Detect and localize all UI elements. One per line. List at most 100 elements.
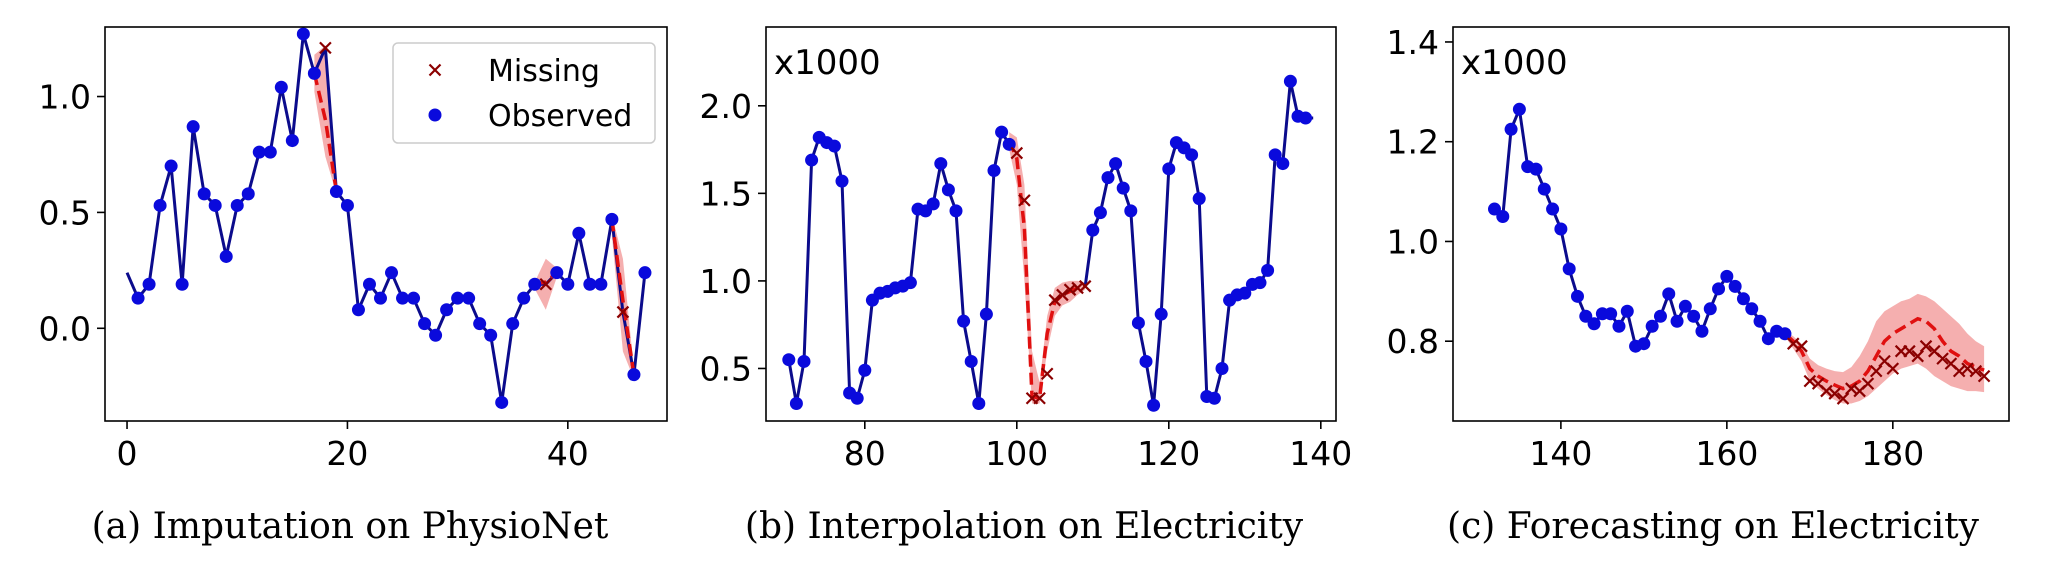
observed-point [797, 354, 811, 368]
observed-point [583, 277, 597, 291]
observed-point [1736, 292, 1750, 306]
missing-point [1828, 387, 1842, 400]
observed-point [1687, 309, 1701, 323]
observed-point [1086, 223, 1100, 237]
observed-point [528, 277, 542, 291]
missing-point [616, 305, 630, 319]
y-tick-label: 1.5 [700, 174, 752, 213]
observed-point [230, 198, 244, 212]
observed-point [827, 139, 841, 153]
y-tick-label: 0.8 [1387, 322, 1439, 361]
observed-point [351, 303, 365, 317]
missing-point [1078, 279, 1092, 293]
observed-point [1537, 182, 1551, 196]
missing-point [1869, 364, 1883, 378]
missing-point [1836, 392, 1850, 405]
observed-series-line-0 [1493, 107, 1786, 348]
legend-box [392, 42, 656, 144]
legend-missing-label: Missing [488, 54, 600, 89]
y-tick-label: 1.0 [1387, 222, 1439, 261]
observed-point [1268, 148, 1282, 162]
observed-point [164, 159, 178, 173]
missing-point [1010, 146, 1024, 160]
observed-point [1562, 262, 1576, 276]
observed-point [197, 187, 211, 201]
observed-point [1612, 319, 1626, 333]
observed-point [1653, 309, 1667, 323]
observed-point [385, 266, 399, 280]
observed-point [1487, 202, 1501, 216]
observed-point [1139, 354, 1153, 368]
observed-point [1761, 332, 1775, 346]
y-tick-label: 0.0 [39, 309, 91, 348]
x-tick-label: 80 [844, 434, 886, 473]
observed-point [782, 353, 796, 367]
observed-point [1124, 204, 1138, 218]
observed-point [1529, 162, 1543, 176]
observed-point [440, 303, 454, 317]
axis-multiplier-label: x1000 [1461, 43, 1568, 83]
observed-point [429, 328, 443, 342]
missing-point [1936, 352, 1949, 365]
observed-point [484, 328, 498, 342]
observed-point [1253, 276, 1267, 290]
observed-point [1678, 299, 1692, 313]
observed-point [1131, 316, 1145, 330]
observed-point [285, 134, 299, 148]
observed-point [1579, 309, 1593, 323]
panel-imputation-physionet: 0 20 40 0.0 0.5 1.0 Missing Observed (a) Imputat… [39, 26, 668, 547]
observed-point [949, 204, 963, 218]
observed-point [1554, 222, 1568, 236]
missing-point [1795, 339, 1808, 353]
x-tick-label: 180 [1861, 434, 1924, 473]
observed-point [1546, 202, 1560, 216]
missing-point [1048, 293, 1062, 307]
observed-point [1162, 162, 1176, 176]
missing-point [319, 41, 332, 55]
y-tick-label: 1.0 [39, 78, 91, 117]
observed-point [1496, 210, 1510, 224]
x-tick-label: 160 [1695, 434, 1758, 473]
observed-point [340, 198, 354, 212]
observed-point [1728, 279, 1742, 293]
observed-point [1778, 327, 1792, 341]
panel-interpolation-electricity: 80 100 120 140 0.5 1.0 1.5 2.0 x1000 (b) Interpol… [700, 26, 1352, 547]
observed-point [495, 395, 509, 409]
observed-point [1185, 148, 1199, 162]
observed-point [1261, 263, 1275, 277]
observed-point [594, 277, 608, 291]
observed-point [1147, 398, 1161, 412]
observed-point [1637, 337, 1651, 351]
observed-point [972, 396, 986, 410]
observed-point [605, 212, 619, 226]
missing-point [1977, 369, 1991, 383]
observed-point [208, 198, 222, 212]
observed-point [1604, 307, 1618, 321]
observed-point [1299, 111, 1313, 125]
observed-point [451, 291, 465, 305]
observed-point [142, 277, 156, 291]
observed-point [964, 354, 978, 368]
observed-point [1093, 206, 1107, 220]
observed-point [329, 185, 343, 199]
observed-point [296, 27, 310, 41]
observed-point [252, 145, 266, 159]
observed-point [561, 277, 575, 291]
panel-caption: (a) Imputation on PhysioNet [92, 506, 609, 547]
observed-point [995, 125, 1009, 139]
missing-point [1040, 367, 1054, 380]
observed-point [805, 153, 819, 167]
missing-point [1903, 344, 1916, 358]
observed-point [1570, 289, 1584, 303]
observed-point [1745, 302, 1759, 316]
x-tick-label: 20 [326, 434, 368, 473]
y-tick-label: 0.5 [39, 193, 91, 232]
missing-point [1969, 364, 1983, 378]
missing-point [1886, 362, 1900, 375]
y-tick-label: 1.4 [1387, 23, 1439, 62]
observed-point [1753, 314, 1767, 328]
observed-point [219, 249, 233, 263]
prediction-line-0 [312, 72, 339, 192]
missing-point [1018, 194, 1031, 207]
observed-point [934, 157, 948, 171]
